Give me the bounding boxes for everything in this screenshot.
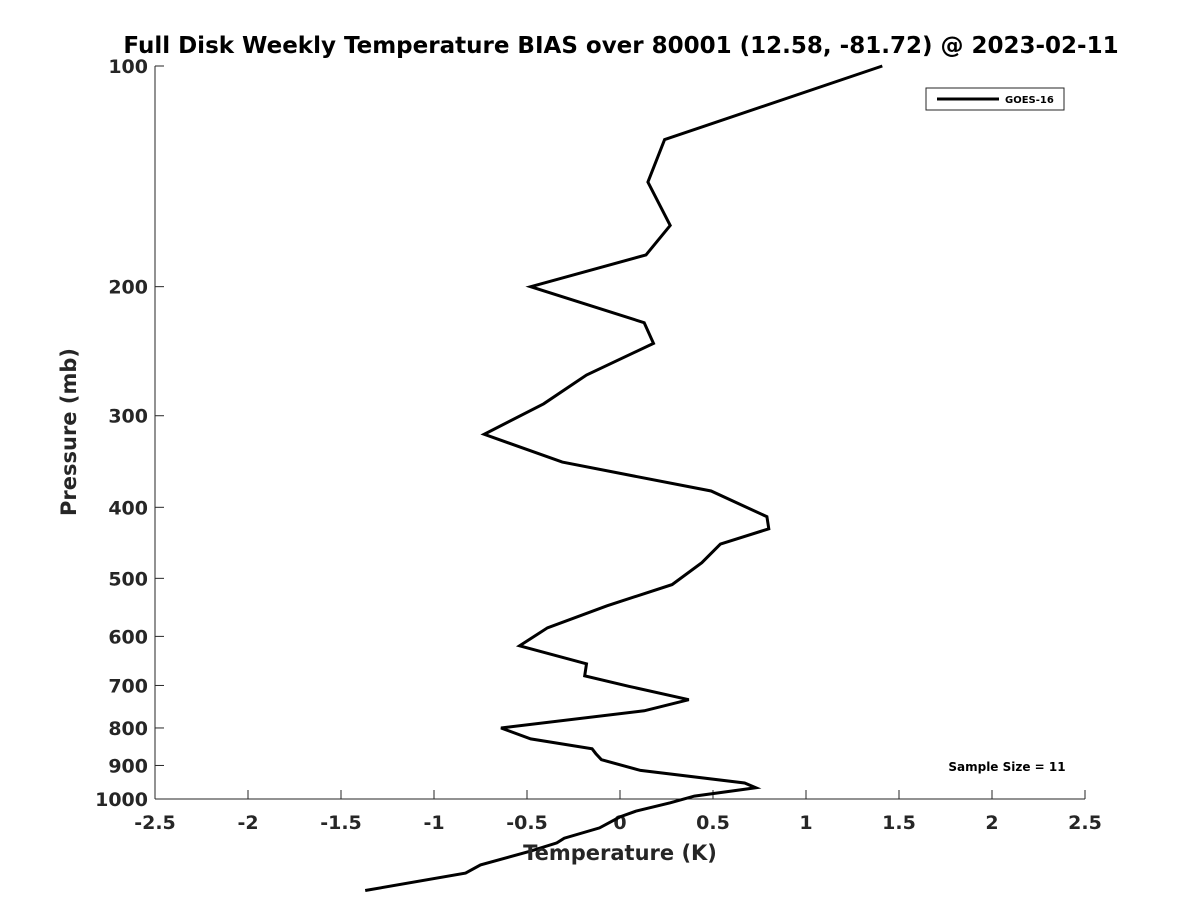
x-tick-label: -1.5 [320, 812, 362, 834]
series-line-goes-16 [364, 64, 883, 892]
y-axis-label: Pressure (mb) [57, 348, 81, 516]
series-layer [364, 64, 883, 892]
plot-area: -2.5 -2 -1.5 -1 -0.5 0 0.5 1 1.5 2 2.5 10020030040… [95, 56, 1102, 892]
x-axis-label: Temperature (K) [523, 841, 717, 865]
legend: GOES-16 [925, 87, 1065, 111]
x-tick-label: 0.5 [696, 812, 730, 834]
y-tick-label: 700 [108, 675, 148, 697]
x-ticks: -2.5 -2 -1.5 -1 -0.5 0 0.5 1 1.5 2 2.5 [134, 790, 1102, 834]
x-tick-label: 2.5 [1068, 812, 1102, 834]
y-tick-label: 300 [108, 406, 148, 428]
y-tick-label: 900 [108, 755, 148, 777]
x-tick-label: -2 [237, 812, 258, 834]
chart-title: Full Disk Weekly Temperature BIAS over 8… [123, 33, 1118, 59]
x-tick-label: 2 [985, 812, 998, 834]
y-tick-label: 800 [108, 718, 148, 740]
y-tick-label: 400 [108, 497, 148, 519]
legend-label: GOES-16 [1005, 95, 1054, 106]
y-ticks: 100 200 300 400 500 600 700 800 900 1000 [95, 56, 164, 811]
x-tick-label: 1 [799, 812, 812, 834]
x-tick-label: 1.5 [882, 812, 916, 834]
y-tick-label: 100 [108, 56, 148, 78]
x-tick-label: -0.5 [506, 812, 548, 834]
x-tick-label: -2.5 [134, 812, 176, 834]
x-tick-label: -1 [423, 812, 444, 834]
plot-frame [155, 66, 1085, 799]
y-tick-label: 500 [108, 568, 148, 590]
y-tick-label: 1000 [95, 789, 148, 811]
y-tick-label: 600 [108, 626, 148, 648]
y-tick-label: 200 [108, 277, 148, 299]
sample-size-annotation: Sample Size = 11 [948, 760, 1065, 774]
